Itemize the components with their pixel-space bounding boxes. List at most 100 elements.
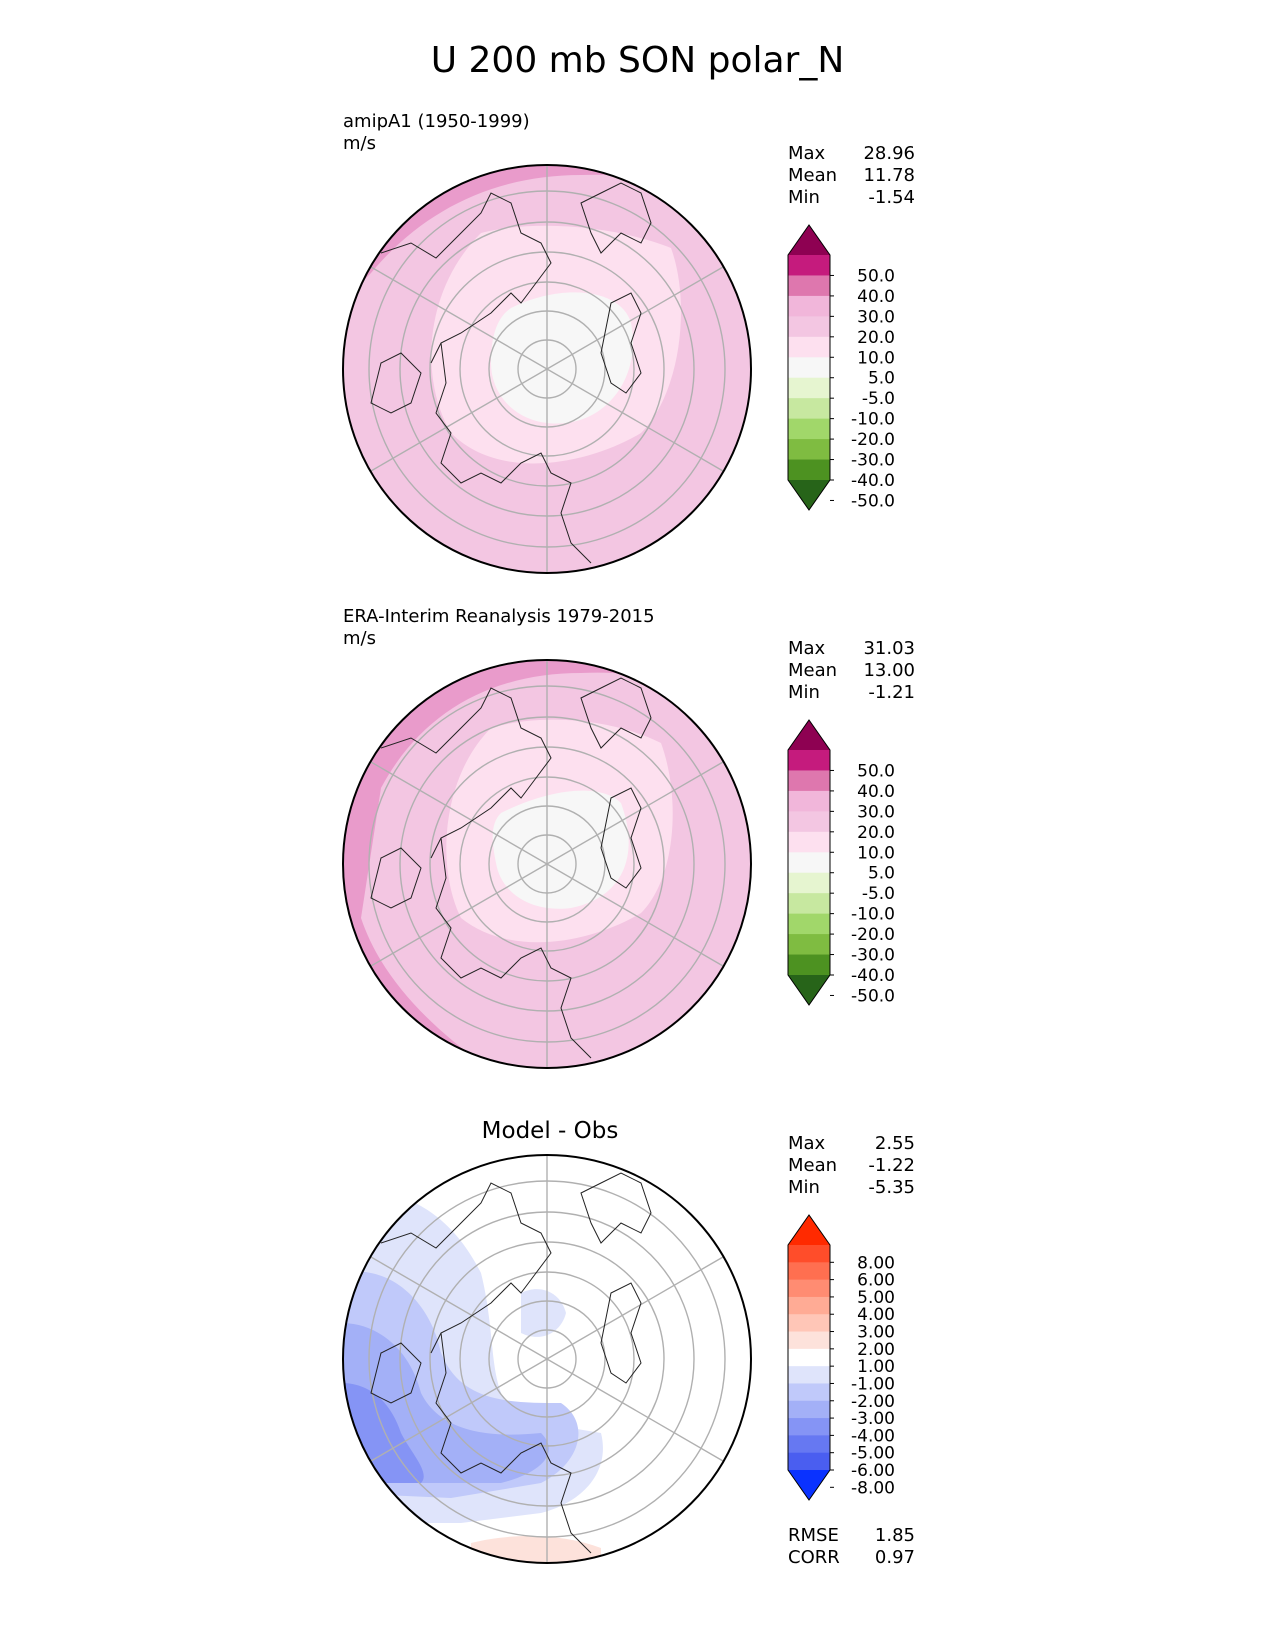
- colorbar-segment: [788, 1383, 830, 1402]
- colorbar-extend-min: [788, 480, 830, 510]
- max-value: 31.03: [863, 638, 915, 659]
- colorbar-tick-label: 8.00: [857, 1253, 895, 1273]
- colorbar-segment: [788, 255, 830, 276]
- min-value: -1.54: [868, 187, 915, 208]
- colorbar-extend-max: [788, 720, 830, 750]
- colorbar-segment: [788, 1418, 830, 1436]
- colorbar-segment: [788, 770, 830, 792]
- polar-map-obs: [342, 659, 752, 1069]
- colorbar-tick-label: -8.00: [851, 1478, 895, 1498]
- max-label: Max: [788, 1133, 826, 1154]
- colorbar-tick-label: 50.0: [857, 761, 895, 781]
- colorbar-tick-label: -50.0: [851, 491, 895, 511]
- colorbar-segment: [788, 934, 830, 956]
- figure-title: U 200 mb SON polar_N: [430, 40, 845, 81]
- colorbar-tick-label: -30.0: [851, 946, 895, 966]
- polar-map-diff: [342, 1154, 752, 1564]
- colorbar-segment: [788, 1452, 830, 1471]
- mean-value: 13.00: [863, 660, 915, 681]
- colorbar-tick-label: -5.0: [862, 884, 895, 904]
- colorbar-tick-label: 6.00: [857, 1271, 895, 1291]
- colorbar-tick-label: -20.0: [851, 430, 895, 450]
- colorbar-field: 50.040.030.020.010.05.0-5.0-10.0-20.0-30…: [787, 719, 895, 1006]
- mean-label: Mean: [788, 165, 838, 186]
- colorbar-tick-label: -1.00: [851, 1374, 895, 1394]
- colorbar-extend-max: [788, 225, 830, 255]
- min-value: -5.35: [868, 1177, 915, 1198]
- colorbar-tick-label: -2.00: [851, 1392, 895, 1412]
- graticule: [368, 165, 726, 573]
- max-label: Max: [788, 143, 826, 164]
- rmse-value: 1.85: [874, 1525, 915, 1546]
- stats-block: Max 2.55 Mean -1.22 Min -5.35: [788, 1133, 915, 1199]
- colorbar-tick-label: 20.0: [857, 328, 895, 348]
- colorbar-extend-min: [788, 1470, 830, 1500]
- colorbar-segment: [788, 357, 830, 379]
- field-fill-20-30: [343, 165, 751, 303]
- colorbar-tick-label: -50.0: [851, 986, 895, 1006]
- colorbar-segment: [788, 1296, 830, 1315]
- colorbar-extend-max: [788, 1215, 830, 1245]
- colorbar-tick-label: -30.0: [851, 451, 895, 471]
- colorbar-tick-label: -40.0: [851, 966, 895, 986]
- colorbar-segment: [788, 872, 830, 894]
- colorbar-tick-label: 10.0: [857, 843, 895, 863]
- colorbar-field: 50.040.030.020.010.05.0-5.0-10.0-20.0-30…: [787, 224, 895, 511]
- colorbar-segment: [788, 1262, 830, 1281]
- map-border: [342, 659, 752, 1069]
- mean-label: Mean: [788, 1155, 838, 1176]
- stats-block: Max 28.96 Mean 11.78 Min -1.54: [788, 143, 915, 209]
- colorbar-segment: [788, 459, 830, 481]
- mean-value: -1.22: [868, 1155, 915, 1176]
- colorbar-segment: [788, 811, 830, 833]
- colorbar-segment: [788, 893, 830, 915]
- max-label: Max: [788, 638, 826, 659]
- colorbar-tick-label: 40.0: [857, 782, 895, 802]
- colorbar-segment: [788, 1400, 830, 1419]
- map-border: [342, 1154, 752, 1564]
- colorbar-tick-label: 10.0: [857, 348, 895, 368]
- colorbar-segment: [788, 1348, 830, 1367]
- colorbar-diff: 8.006.005.004.003.002.001.00-1.00-2.00-3…: [787, 1214, 895, 1501]
- colorbar-tick-label: 5.00: [857, 1288, 895, 1308]
- units-label: m/s: [343, 133, 376, 154]
- colorbar-tick-label: -40.0: [851, 471, 895, 491]
- colorbar-tick-label: 5.0: [868, 369, 895, 389]
- min-value: -1.21: [868, 682, 915, 703]
- colorbar-tick-label: -10.0: [851, 905, 895, 925]
- case-label: amipA1 (1950-1999): [343, 111, 530, 132]
- colorbar-tick-label: 1.00: [857, 1357, 895, 1377]
- graticule: [368, 660, 726, 1068]
- colorbar-tick-label: -6.00: [851, 1461, 895, 1481]
- colorbar-segment: [788, 316, 830, 338]
- colorbar-tick-label: 4.00: [857, 1305, 895, 1325]
- colorbar-tick-label: -5.0: [862, 389, 895, 409]
- colorbar-tick-label: 40.0: [857, 287, 895, 307]
- colorbar-segment: [788, 398, 830, 420]
- colorbar-segment: [788, 418, 830, 440]
- colorbar-tick-label: 2.00: [857, 1340, 895, 1360]
- colorbar-tick-label: 30.0: [857, 307, 895, 327]
- colorbar-segment: [788, 954, 830, 976]
- colorbar-tick-label: -3.00: [851, 1409, 895, 1429]
- colorbar-segment: [788, 1366, 830, 1384]
- colorbar-tick-label: 50.0: [857, 266, 895, 286]
- colorbar-tick-label: 5.0: [868, 864, 895, 884]
- colorbar-segment: [788, 1435, 830, 1454]
- colorbar-tick-label: 20.0: [857, 823, 895, 843]
- colorbar-tick-label: -10.0: [851, 410, 895, 430]
- panel-diff: Model - Obs Max 2.55 Mean -1.22 Min -5.35: [0, 990, 1275, 1568]
- units-label: m/s: [343, 628, 376, 649]
- stats-block: Max 31.03 Mean 13.00 Min -1.21: [788, 638, 915, 704]
- field-fill-neg5-5: [492, 790, 629, 909]
- corr-label: CORR: [788, 1547, 840, 1568]
- colorbar-segment: [788, 1314, 830, 1333]
- panel-model: amipA1 (1950-1999) m/s Max 28.96 Mean 11.7…: [0, 0, 1275, 574]
- polar-map-model: [342, 164, 752, 574]
- mean-value: 11.78: [863, 165, 915, 186]
- colorbar-segment: [788, 295, 830, 317]
- colorbar-segment: [788, 377, 830, 399]
- coastlines: [370, 182, 652, 564]
- corr-value: 0.97: [874, 1547, 915, 1568]
- colorbar-segment: [788, 831, 830, 853]
